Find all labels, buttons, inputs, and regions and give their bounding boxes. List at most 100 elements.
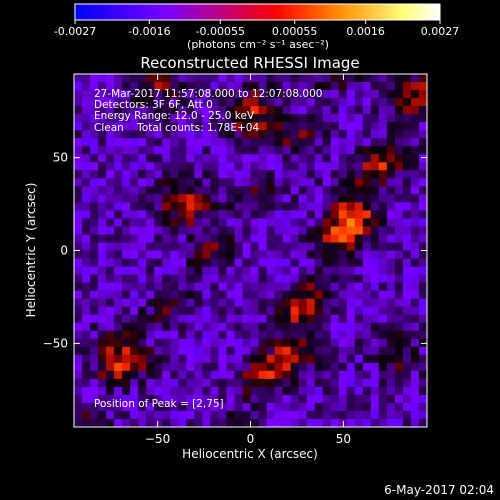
heatmap-cell xyxy=(370,298,380,308)
heatmap-cell xyxy=(162,138,171,147)
heatmap-cell xyxy=(386,90,396,99)
heatmap-cell xyxy=(282,322,292,332)
heatmap-cell xyxy=(202,410,211,420)
heatmap-cell xyxy=(130,98,139,107)
heatmap-cell xyxy=(258,194,268,203)
heatmap-cell xyxy=(162,418,171,427)
heatmap-cell xyxy=(98,290,107,300)
heatmap-cell xyxy=(258,122,268,131)
heatmap-cell xyxy=(74,146,83,155)
heatmap-cell xyxy=(402,394,412,404)
heatmap-cell xyxy=(234,418,244,427)
heatmap-cell xyxy=(210,410,220,420)
heatmap-cell xyxy=(90,74,99,83)
heatmap-cell xyxy=(354,370,364,380)
heatmap-cell xyxy=(154,162,163,171)
x-tick-label: −50 xyxy=(145,432,170,446)
heatmap-cell xyxy=(98,418,107,427)
heatmap-cell xyxy=(90,90,99,99)
heatmap-cell xyxy=(170,354,179,364)
heatmap-cell xyxy=(338,394,348,404)
heatmap-cell xyxy=(154,306,163,316)
heatmap-cell xyxy=(178,354,187,364)
heatmap-cell xyxy=(194,186,203,195)
heatmap-cell xyxy=(266,418,276,427)
heatmap-cell xyxy=(154,98,163,107)
heatmap-cell xyxy=(194,170,203,179)
heatmap-cell xyxy=(402,242,412,252)
heatmap-cell xyxy=(346,82,356,91)
heatmap-cell xyxy=(242,90,252,99)
heatmap-cell xyxy=(146,154,155,163)
heatmap-cell xyxy=(130,298,139,308)
heatmap-cell xyxy=(306,146,316,155)
heatmap-cell xyxy=(306,74,316,83)
heatmap-cell xyxy=(394,290,404,300)
heatmap-cell xyxy=(130,90,139,99)
heatmap-cell xyxy=(386,242,396,252)
heatmap-cell xyxy=(346,258,356,268)
heatmap-cell xyxy=(362,346,372,356)
heatmap-cell xyxy=(154,242,163,252)
heatmap-cell xyxy=(346,418,356,427)
heatmap-cell xyxy=(338,186,348,195)
heatmap-cell xyxy=(266,74,276,83)
heatmap-cell xyxy=(258,130,268,139)
heatmap-cell xyxy=(370,154,380,163)
heatmap-cell xyxy=(402,330,412,340)
heatmap-cell xyxy=(90,290,99,300)
heatmap-cell xyxy=(314,322,324,332)
heatmap-cell xyxy=(330,234,340,244)
heatmap-cell xyxy=(362,290,372,300)
heatmap-cell xyxy=(314,250,324,260)
heatmap-cell xyxy=(378,226,388,236)
heatmap-cell xyxy=(82,90,91,99)
heatmap-cell xyxy=(370,258,380,268)
heatmap-cell xyxy=(282,98,292,107)
heatmap-cell xyxy=(146,138,155,147)
heatmap-cell xyxy=(178,218,187,228)
heatmap-cell xyxy=(410,282,420,292)
heatmap-cell xyxy=(114,210,123,220)
heatmap-cell xyxy=(370,346,380,356)
heatmap-cell xyxy=(370,338,380,348)
heatmap-cell xyxy=(242,194,252,203)
heatmap-cell xyxy=(162,290,171,300)
heatmap-cell xyxy=(170,346,179,356)
heatmap-cell xyxy=(210,194,220,203)
heatmap-cell xyxy=(178,234,187,244)
heatmap-cell xyxy=(274,274,284,284)
heatmap-cell xyxy=(338,106,348,115)
heatmap-cell xyxy=(194,282,203,292)
heatmap-cell xyxy=(226,242,236,252)
heatmap-cell xyxy=(154,210,163,220)
heatmap-cell xyxy=(266,322,276,332)
heatmap-cell xyxy=(258,210,268,220)
heatmap-cell xyxy=(74,346,83,356)
colorbar-tick-label: -0.0027 xyxy=(54,25,96,38)
heatmap-cell xyxy=(210,218,220,228)
heatmap-cell xyxy=(290,322,300,332)
heatmap-cell xyxy=(186,178,195,187)
heatmap-cell xyxy=(306,378,316,388)
heatmap-cell xyxy=(82,106,91,115)
heatmap-cell xyxy=(250,154,260,163)
heatmap-cell xyxy=(258,410,268,420)
heatmap-cell xyxy=(354,74,364,83)
heatmap-cell xyxy=(258,298,268,308)
heatmap-cell xyxy=(74,354,83,364)
heatmap-cell xyxy=(162,314,171,324)
heatmap-cell xyxy=(378,218,388,228)
heatmap-cell xyxy=(226,274,236,284)
heatmap-cell xyxy=(402,82,412,91)
heatmap-cell xyxy=(298,378,308,388)
heatmap-cell xyxy=(298,74,308,83)
heatmap-cell xyxy=(122,378,131,388)
heatmap-cell xyxy=(274,314,284,324)
heatmap-cell xyxy=(250,98,260,107)
heatmap-cell xyxy=(314,130,324,139)
y-tick-label: 50 xyxy=(53,151,68,165)
heatmap-cell xyxy=(218,250,228,260)
heatmap-cell xyxy=(314,418,324,427)
heatmap-cell xyxy=(394,394,404,404)
